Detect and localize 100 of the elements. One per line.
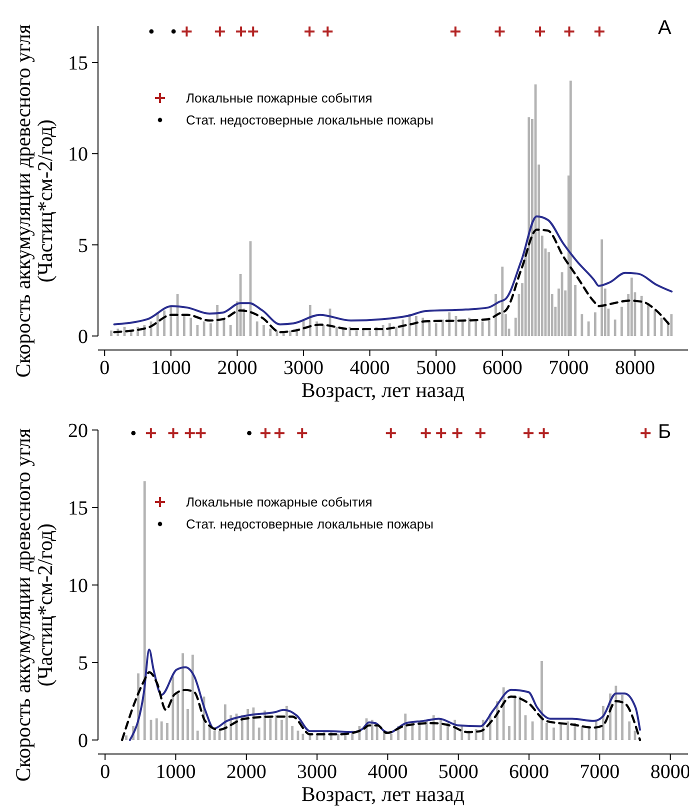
y-axis-title: Скорость аккумуляции древесного угля (Частиц*см-2/год) <box>11 24 57 378</box>
bar <box>548 252 550 336</box>
annotation: Б <box>658 421 672 443</box>
bar <box>614 686 618 740</box>
bar <box>143 481 146 740</box>
bar <box>264 710 266 740</box>
bar <box>110 330 112 336</box>
bar <box>166 722 168 740</box>
bar <box>337 734 340 740</box>
x-axis-title: Возраст, лет назад <box>301 378 465 402</box>
bar <box>434 323 438 336</box>
bar <box>670 314 673 336</box>
x-tick-label: 5000 <box>416 357 456 379</box>
bar <box>395 326 398 336</box>
y-tick-label: 5 <box>78 652 88 674</box>
bar <box>508 726 510 740</box>
bar <box>640 296 643 336</box>
bar <box>172 676 174 740</box>
bar <box>302 734 304 740</box>
bar <box>376 726 378 740</box>
bar <box>580 314 584 336</box>
bar <box>461 321 464 336</box>
y-tick-label: 0 <box>78 730 88 752</box>
line-series <box>113 228 670 334</box>
bar <box>518 696 522 740</box>
bar <box>274 715 278 740</box>
bar <box>182 653 184 740</box>
x-tick-label: 6000 <box>482 357 522 379</box>
bar <box>588 728 590 740</box>
y-tick-label: 15 <box>68 498 88 520</box>
bar <box>335 326 338 336</box>
bar <box>190 318 192 336</box>
bar <box>348 326 352 336</box>
legend-label: Локальные пожарные события <box>186 494 372 510</box>
bar <box>229 325 232 336</box>
bar <box>621 695 624 740</box>
bar <box>647 303 650 336</box>
x-tick-label: 3000 <box>284 357 324 379</box>
x-tick-label: 7000 <box>548 357 589 379</box>
bar <box>209 323 212 336</box>
bar <box>448 312 451 336</box>
annotation: А <box>658 17 672 39</box>
bar <box>560 724 562 740</box>
bar <box>620 306 623 336</box>
x-tick-label: 0 <box>100 357 110 379</box>
bar <box>285 706 288 740</box>
line-series <box>120 671 642 742</box>
bar <box>176 694 180 740</box>
bar <box>390 734 392 740</box>
bar <box>213 730 216 740</box>
bar <box>322 325 325 336</box>
x-tick-label: 1000 <box>150 357 191 379</box>
bar <box>258 728 260 740</box>
bar <box>439 718 442 740</box>
y-tick-label: 10 <box>68 575 88 597</box>
bar <box>540 660 543 740</box>
bar <box>654 310 656 336</box>
bar <box>552 728 555 740</box>
bar <box>256 321 258 336</box>
bar <box>587 321 590 336</box>
bar <box>566 721 570 740</box>
bar <box>630 278 633 336</box>
bar <box>594 312 596 336</box>
bar <box>628 721 631 740</box>
x-axis-title: Возраст, лет назад <box>301 782 465 806</box>
bar <box>155 718 158 740</box>
bar <box>196 325 199 336</box>
y-tick-label: 10 <box>68 144 88 166</box>
bar <box>125 735 128 740</box>
bar <box>160 721 163 740</box>
bar <box>574 284 577 336</box>
line-series <box>113 215 673 326</box>
y-axis-title: Скорость аккумуляции древесного угля (Частиц*см-2/год) <box>11 428 57 782</box>
bar <box>531 721 534 740</box>
x-tick-label: 8000 <box>614 357 655 379</box>
legend-label: Локальные пожарные события <box>186 90 372 106</box>
bar <box>468 318 470 336</box>
y-tick-label: 15 <box>68 52 88 74</box>
bar <box>262 325 265 336</box>
bar <box>196 730 199 740</box>
bar <box>528 117 530 336</box>
legend-label: Стат. недостоверные локальные пожары <box>186 516 434 532</box>
bar <box>170 306 172 336</box>
bar <box>269 328 272 336</box>
y-tick-label: 5 <box>78 234 88 257</box>
x-tick-label: 0 <box>100 761 110 783</box>
bar <box>600 239 604 336</box>
x-tick-label: 3000 <box>297 761 338 783</box>
x-tick-label: 5000 <box>438 761 478 783</box>
x-tick-label: 2000 <box>226 761 266 783</box>
x-tick-label: 2000 <box>217 357 258 379</box>
bar <box>269 718 272 740</box>
x-tick-label: 1000 <box>156 761 196 783</box>
bar <box>514 695 516 740</box>
y-tick-label: 20 <box>68 420 88 442</box>
bar <box>569 80 572 336</box>
x-tick-label: 6000 <box>509 761 550 783</box>
bar <box>289 330 292 336</box>
bar <box>202 321 206 336</box>
bar <box>186 709 189 740</box>
